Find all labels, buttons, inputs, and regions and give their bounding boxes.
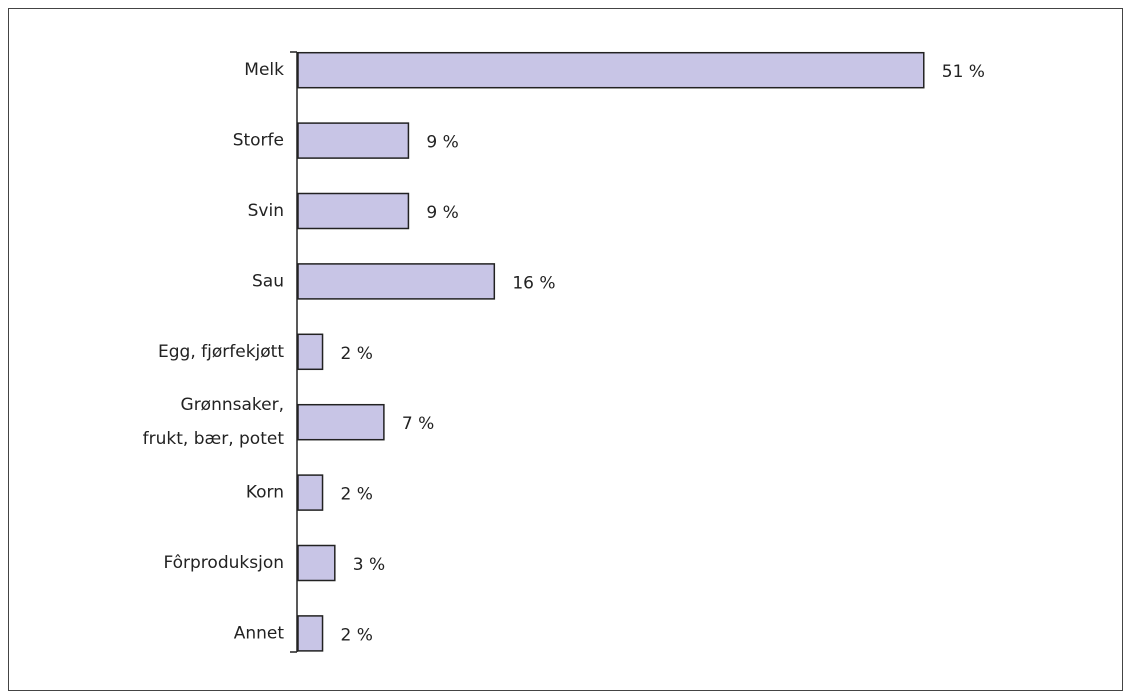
y-tick-label: Sau: [252, 271, 284, 291]
bar: [297, 263, 496, 300]
bar: [297, 51, 925, 89]
y-tick-label: Egg, fjørfekjøtt: [158, 342, 284, 362]
y-tick-label: Svin: [248, 201, 284, 221]
value-label: 2 %: [341, 344, 373, 364]
y-tick-label: Annet: [234, 623, 285, 643]
y-tick-label: Fôrproduksjon: [163, 553, 284, 573]
y-tick-label: Storfe: [233, 131, 284, 151]
value-label: 51 %: [942, 62, 985, 82]
value-label: 9 %: [426, 133, 458, 153]
bar: [297, 122, 410, 159]
bar: [297, 333, 324, 371]
y-tick-label: Korn: [246, 483, 284, 503]
value-label: 2 %: [341, 485, 373, 505]
y-tick-label: Grønnsaker,: [181, 395, 284, 415]
bar: [297, 474, 324, 511]
value-label: 7 %: [402, 414, 434, 434]
y-tick-label: Melk: [244, 60, 284, 80]
bar: [297, 615, 324, 652]
value-label: 2 %: [341, 625, 373, 645]
bar: [297, 192, 410, 230]
value-label: 9 %: [426, 203, 458, 223]
bar: [297, 544, 336, 582]
bar: [297, 403, 385, 441]
chart-frame: [8, 8, 1123, 691]
value-label: 3 %: [353, 555, 385, 575]
value-label: 16 %: [512, 273, 555, 293]
y-tick-label: frukt, bær, potet: [143, 429, 285, 449]
